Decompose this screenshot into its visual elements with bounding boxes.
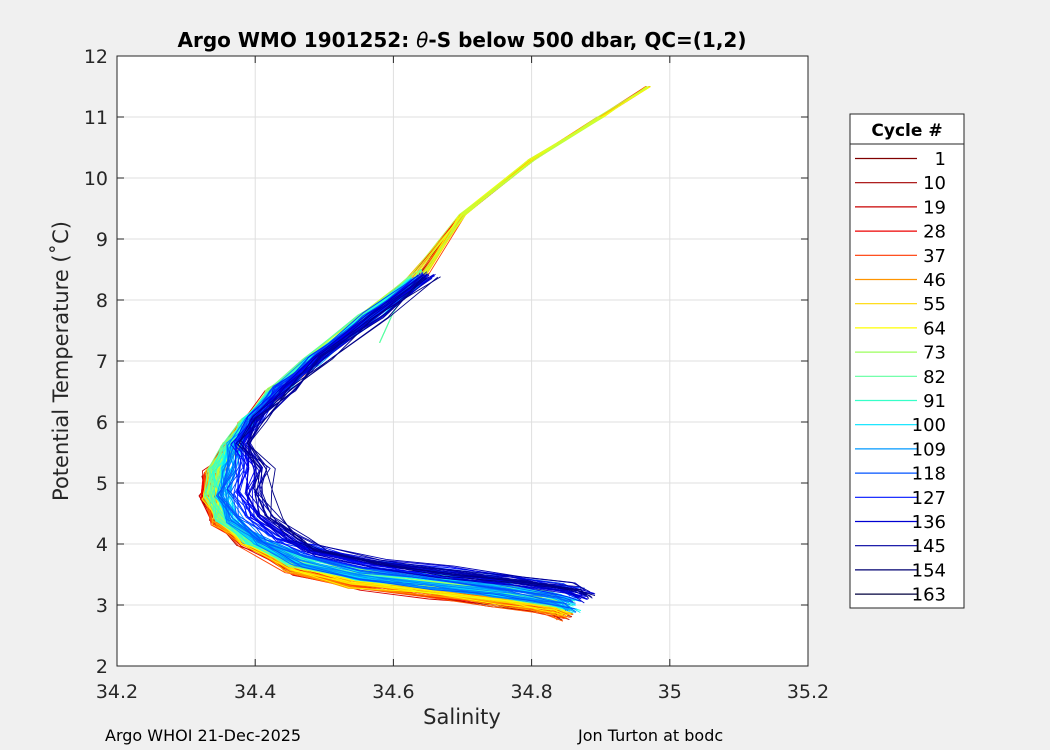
legend-label: 10 (923, 173, 946, 194)
x-tick-label: 34.8 (510, 681, 552, 703)
y-tick-label: 7 (96, 351, 108, 373)
legend-label: 163 (912, 585, 946, 606)
footer-left: Argo WHOI 21-Dec-2025 (105, 726, 301, 745)
y-tick-label: 2 (96, 656, 108, 678)
grid (117, 56, 808, 666)
y-tick-label: 4 (96, 534, 108, 556)
legend-title: Cycle # (871, 121, 942, 141)
cycle-line (247, 276, 590, 599)
title-prefix: Argo WMO 1901252: (178, 28, 417, 52)
y-tick-label: 12 (84, 46, 108, 68)
x-tick-label: 34.6 (372, 681, 414, 703)
ticks (116, 55, 809, 667)
legend-label: 118 (912, 464, 946, 485)
cycle-line (248, 277, 592, 598)
legend-label: 19 (923, 197, 946, 218)
x-tick-label: 35.2 (787, 681, 829, 703)
legend-label: 154 (912, 560, 946, 581)
legend-label: 82 (923, 367, 946, 388)
y-tick-label: 9 (96, 229, 108, 251)
legend-label: 37 (923, 246, 946, 267)
legend-label: 136 (912, 512, 946, 533)
legend: Cycle # 1 10 19 28 37 46 55 64 73 82 91 100 109 118 12… (849, 113, 965, 609)
y-tick-label: 10 (84, 168, 108, 190)
legend-label: 28 (923, 222, 946, 243)
y-tick-label: 11 (84, 107, 108, 129)
legend-label: 64 (923, 318, 946, 339)
y-tick-labels: 2 3 4 5 6 7 8 9 10 11 12 (84, 46, 108, 678)
y-tick-label: 5 (96, 473, 108, 495)
footer-right: Jon Turton at bodc (577, 726, 723, 745)
legend-label: 100 (912, 415, 946, 436)
x-axis-label: Salinity (423, 705, 501, 729)
legend-label: 127 (912, 488, 946, 509)
series-group (198, 86, 651, 622)
legend-label: 73 (923, 343, 946, 364)
y-tick-label: 3 (96, 595, 108, 617)
title-theta: θ (416, 28, 428, 52)
y-tick-label: 6 (96, 412, 108, 434)
cycle-line (246, 276, 596, 597)
x-tick-label: 34.4 (234, 681, 276, 703)
legend-label: 145 (912, 536, 946, 557)
legend-label: 91 (923, 391, 946, 412)
legend-label: 109 (912, 439, 946, 460)
chart-title: Argo WMO 1901252: θ-S below 500 dbar, QC… (178, 28, 747, 52)
title-suffix: -S below 500 dbar, QC=(1,2) (428, 28, 746, 52)
x-tick-label: 35 (658, 681, 682, 703)
legend-label: 46 (923, 270, 946, 291)
y-axis-label: Potential Temperature (˚C) (49, 221, 73, 501)
y-tick-label: 8 (96, 290, 108, 312)
x-tick-labels: 34.2 34.4 34.6 34.8 35 35.2 (96, 681, 829, 703)
legend-items: 1 10 19 28 37 46 55 64 73 82 91 100 109 118 127 136 145 1… (855, 149, 946, 606)
legend-label: 55 (923, 294, 946, 315)
cycle-line (237, 277, 585, 596)
x-tick-label: 34.2 (96, 681, 138, 703)
legend-label: 1 (935, 149, 946, 170)
legend-box (849, 113, 965, 609)
